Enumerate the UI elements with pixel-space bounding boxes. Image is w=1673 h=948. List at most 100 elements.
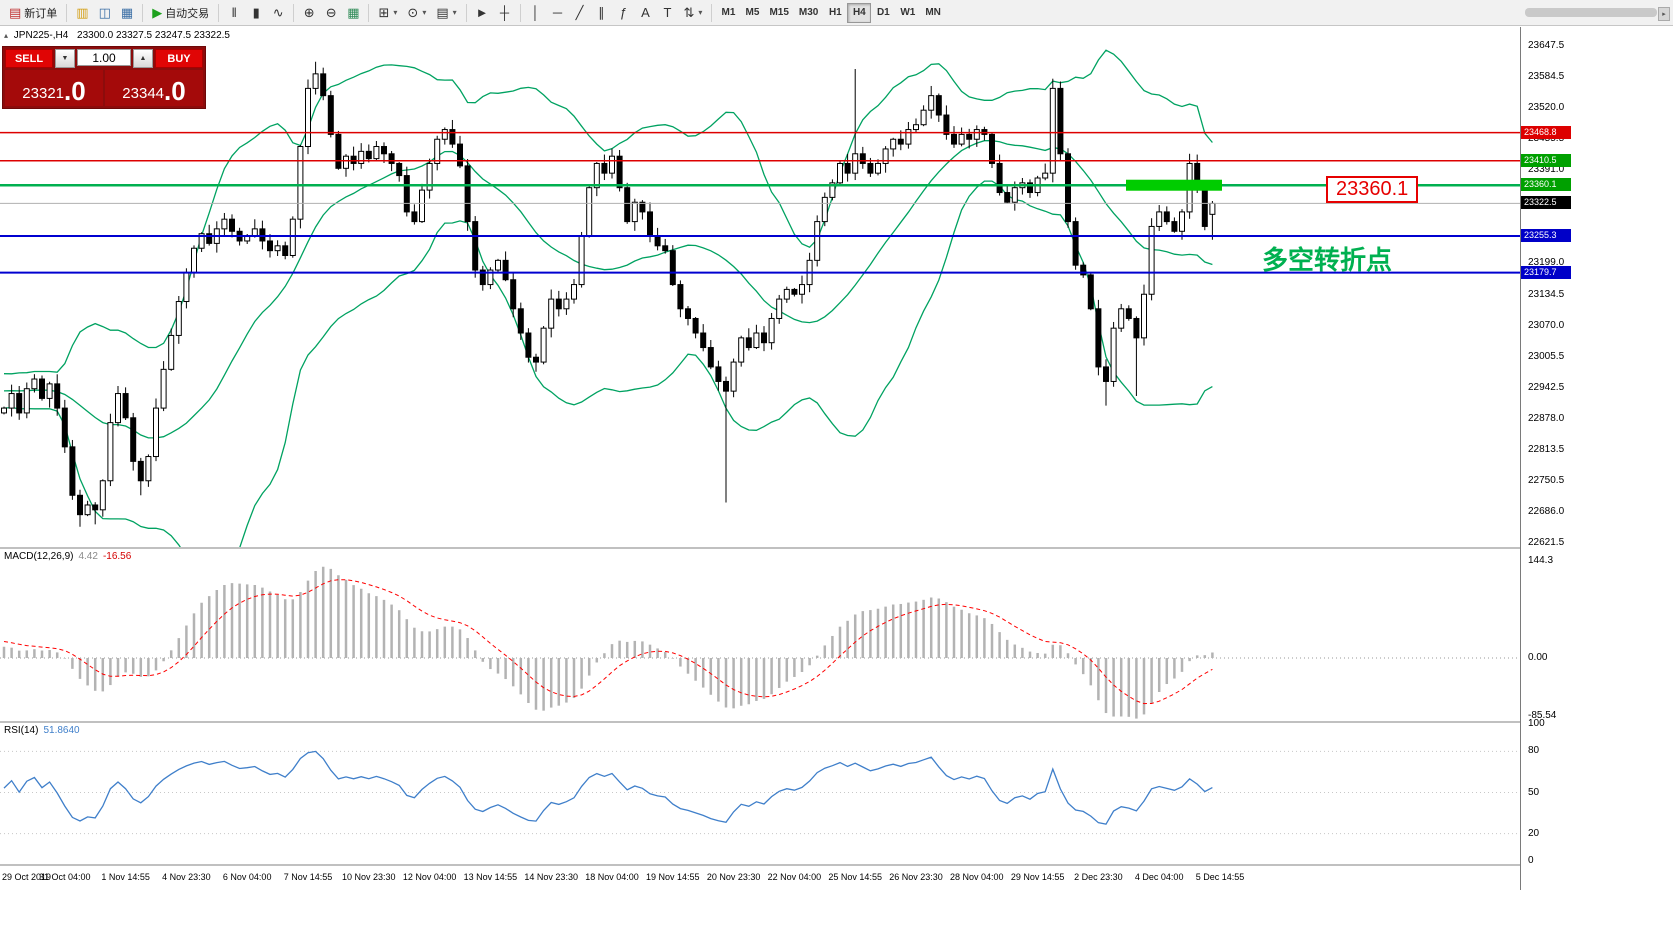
green-rectangle-annotation[interactable] [1126, 179, 1222, 191]
arrows-tool[interactable]: ⇅ ▾ [679, 2, 708, 24]
timeframe-m15-button[interactable]: M15 [764, 3, 793, 23]
new-order-button[interactable]: ▤ 新订单 [4, 2, 62, 24]
buy-price-int: 23344 [122, 84, 165, 102]
price-tick: 23647.5 [1528, 40, 1565, 51]
cursor-tool-icon: ► [475, 5, 489, 20]
candlestick-chart[interactable] [0, 27, 1520, 548]
sell-button[interactable]: SELL [5, 49, 53, 68]
rsi-indicator-panel[interactable] [0, 722, 1520, 865]
charts-list-button[interactable]: ▥ [71, 2, 93, 24]
timeframe-h1-button[interactable]: H1 [823, 3, 847, 23]
price-tag-23468.8: 23468.8 [1521, 125, 1571, 139]
sell-price-display[interactable]: 23321.0 [5, 70, 103, 106]
zoom-in-button[interactable]: ⊕ [298, 2, 320, 24]
market-watch-icon: ◫ [98, 5, 111, 20]
data-window-button[interactable]: ▦ [116, 2, 138, 24]
price-tick: 23199.0 [1528, 257, 1565, 269]
market-watch-button[interactable]: ◫ [94, 2, 116, 24]
price-tick: 23134.5 [1528, 288, 1565, 300]
profiles-button[interactable]: ⊙ ▾ [402, 2, 431, 24]
chart-symbol-icon: ▴ [4, 31, 9, 40]
price-tag-23322.5: 23322.5 [1521, 196, 1571, 210]
price-tag-23255.3: 23255.3 [1521, 228, 1571, 242]
rsi-name: RSI(14) [4, 725, 39, 736]
toolbar-separator [142, 3, 144, 22]
zoom-out-button[interactable]: ⊖ [320, 2, 342, 24]
new-chart-button[interactable]: ⊞ ▾ [373, 2, 402, 24]
panel-separator[interactable] [0, 547, 1673, 549]
price-tick: 23070.0 [1528, 319, 1565, 331]
price-tag-23179.7: 23179.7 [1521, 265, 1571, 279]
cursor-tool-button[interactable]: ► [471, 2, 494, 24]
chevron-down-icon: ▾ [393, 8, 398, 17]
horizontal-line-tool[interactable]: ─ [547, 2, 569, 24]
timeframe-m5-button[interactable]: M5 [740, 3, 764, 23]
profiles-icon: ⊙ [407, 5, 419, 20]
price-tick: 23391.0 [1528, 164, 1565, 176]
macd-axis-tick: -85.54 [1528, 709, 1557, 721]
tile-windows-button[interactable]: ▦ [342, 2, 364, 24]
templates-button[interactable]: ▤ ▾ [431, 2, 461, 24]
time-tick-label: 10 Nov 23:30 [342, 872, 396, 882]
channel-tool[interactable]: ∥ [591, 2, 613, 24]
text-tool[interactable]: A [635, 2, 657, 24]
fibonacci-tool[interactable]: ƒ [613, 2, 635, 24]
text-icon: A [641, 5, 650, 20]
rsi-value: 51.8640 [43, 725, 80, 736]
symbol-ohlc-header: ▴ JPN225-,H4 23300.0 23327.5 23247.5 233… [4, 30, 230, 41]
toolbar-overflow-button[interactable]: ▸ [1658, 7, 1670, 21]
volume-increase-button[interactable]: ▲ [133, 49, 153, 68]
rsi-line [3, 750, 1213, 825]
macd-indicator-panel[interactable] [0, 548, 1520, 722]
rsi-axis-tick: 50 [1528, 786, 1540, 798]
buy-price-display[interactable]: 23344.0 [105, 70, 203, 106]
toolbar-separator [465, 3, 467, 22]
price-tick: 22621.5 [1528, 537, 1565, 548]
toolbar-scroll-handle[interactable] [1525, 8, 1657, 17]
new-chart-icon: ⊞ [378, 5, 390, 20]
rsi-axis-tick: 100 [1528, 718, 1545, 729]
timeframe-h4-button[interactable]: H4 [847, 2, 872, 23]
trendline-tool[interactable]: ╱ [569, 2, 591, 24]
fibonacci-icon: ƒ [619, 5, 628, 20]
line-chart-button[interactable]: ∿ [267, 2, 289, 24]
sell-price-frac: .0 [64, 76, 86, 107]
pivot-note-text[interactable]: 多空转折点 [1262, 245, 1393, 275]
autotrading-button-label: 自动交易 [165, 7, 210, 20]
timeframe-w1-button[interactable]: W1 [895, 3, 920, 23]
volume-decrease-button[interactable]: ▼ [55, 49, 75, 68]
autotrading-button[interactable]: ▶ 自动交易 [147, 2, 214, 24]
autotrading-icon: ▶ [152, 5, 163, 20]
panel-separator[interactable] [0, 721, 1673, 723]
timeframe-m30-button[interactable]: M30 [794, 3, 823, 23]
price-callout[interactable]: 23360.1 [1326, 176, 1419, 203]
buy-button[interactable]: BUY [155, 49, 203, 68]
rsi-axis-tick: 0 [1528, 855, 1534, 866]
macd-axis-tick: 0.00 [1528, 652, 1548, 663]
volume-input[interactable] [77, 49, 131, 66]
bar-chart-icon: ‖ [231, 5, 237, 20]
candlestick-chart-icon: ▮ [252, 5, 260, 20]
channel-icon: ∥ [598, 5, 605, 20]
time-tick-label: 29 Oct 2019 [2, 872, 52, 882]
crosshair-tool-button[interactable]: ┼ [494, 2, 516, 24]
timeframe-d1-button[interactable]: D1 [871, 3, 895, 23]
price-axis[interactable]: 23647.523584.523520.023455.523391.023199… [1521, 27, 1673, 890]
timeframe-m1-button[interactable]: M1 [716, 3, 740, 23]
vertical-line-tool[interactable]: │ [525, 2, 547, 24]
new-order-icon: ▤ [9, 5, 22, 20]
time-tick-label: 4 Dec 04:00 [1134, 872, 1184, 882]
rsi-axis-tick: 20 [1528, 827, 1540, 839]
time-tick-label: 6 Nov 04:00 [222, 872, 272, 882]
time-tick-label: 19 Nov 14:55 [646, 872, 700, 882]
templates-icon: ▤ [436, 5, 449, 20]
candlestick-chart-button[interactable]: ▮ [245, 2, 267, 24]
bar-chart-button[interactable]: ‖ [223, 2, 245, 24]
timeframe-mn-button[interactable]: MN [920, 3, 946, 23]
time-tick-label: 5 Dec 14:55 [1195, 872, 1245, 882]
time-axis[interactable]: 29 Oct 2019 31 Oct 04:00 1 Nov 14:55 4 Nov … [0, 866, 1520, 890]
time-tick-label: 1 Nov 14:55 [101, 872, 150, 882]
price-tick: 22750.5 [1528, 474, 1565, 486]
label-tool[interactable]: T [657, 2, 679, 24]
time-tick-label: 2 Dec 23:30 [1074, 872, 1123, 882]
